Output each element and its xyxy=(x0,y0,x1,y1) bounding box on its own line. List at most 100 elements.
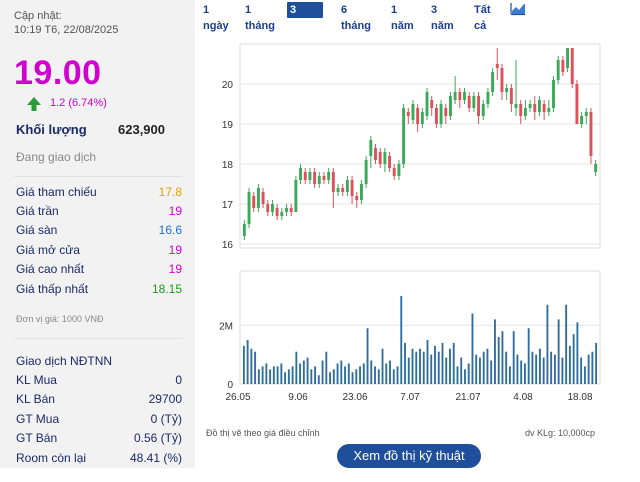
volume-bar xyxy=(464,369,466,384)
volume-bar xyxy=(595,342,598,384)
foreign-room-value: 48.41 (%) xyxy=(129,451,182,465)
candle xyxy=(491,68,495,96)
volume-bar xyxy=(411,348,414,384)
candle xyxy=(369,136,373,168)
candle-body xyxy=(270,204,274,212)
volume-bar xyxy=(546,304,549,384)
candle-body xyxy=(448,96,452,116)
volume-bar xyxy=(523,363,526,384)
candle xyxy=(439,100,443,128)
candle-body xyxy=(420,112,424,124)
volume-label: Khối lượng xyxy=(16,122,87,137)
volume-bar xyxy=(381,348,384,384)
candle xyxy=(519,100,523,124)
candle xyxy=(345,176,349,196)
candle xyxy=(266,200,270,216)
foreign-sell-volume-label: KL Bán xyxy=(16,392,55,406)
tab-3-months[interactable]: 3 tháng xyxy=(287,2,323,32)
volume-bar xyxy=(306,357,309,384)
technical-chart-button[interactable]: Xem đồ thị kỹ thuật xyxy=(337,444,481,468)
open-price-value: 19 xyxy=(168,243,182,257)
volume-bar xyxy=(482,351,485,384)
candle-body xyxy=(570,48,574,84)
candle-body xyxy=(561,60,565,72)
volume-bar xyxy=(254,351,257,384)
candle-body xyxy=(313,172,317,184)
chart-grid xyxy=(239,43,601,385)
candle xyxy=(270,200,274,216)
tab-all[interactable]: Tất cả xyxy=(474,4,491,32)
candle xyxy=(594,160,598,176)
volume-bar xyxy=(385,363,388,384)
volume-bar xyxy=(486,348,489,384)
candle xyxy=(374,144,377,164)
volume-bar xyxy=(542,357,545,384)
volume-bar xyxy=(366,328,369,384)
x-tick-label: 9.06 xyxy=(288,392,308,403)
volume-bar xyxy=(535,354,538,384)
candle xyxy=(505,84,509,100)
foreign-trading-title-text: Giao dịch NĐTNN xyxy=(16,354,113,368)
update-time: 10:19 T6, 22/08/2025 xyxy=(14,24,119,36)
candle-body xyxy=(266,204,270,212)
candle-body xyxy=(566,48,570,68)
candle-body xyxy=(331,172,335,192)
candle-body xyxy=(252,196,256,208)
candle xyxy=(444,104,448,124)
candle-body xyxy=(299,168,303,180)
candle xyxy=(458,88,462,108)
candle-body xyxy=(406,112,410,116)
tab-1-month[interactable]: 1 tháng xyxy=(245,4,275,32)
volume-bar xyxy=(419,348,421,384)
candle xyxy=(416,104,420,132)
volume-bar xyxy=(389,360,391,384)
tab-3-years[interactable]: 3 năm xyxy=(431,4,454,32)
tab-1-year[interactable]: 1 năm xyxy=(391,4,414,32)
candle-body xyxy=(359,184,363,200)
up-arrow-icon xyxy=(27,97,41,111)
candle-body xyxy=(341,188,345,192)
x-tick-label: 23.06 xyxy=(342,392,367,403)
candle-body xyxy=(430,100,434,108)
area-chart-icon[interactable] xyxy=(510,2,526,16)
divider xyxy=(14,176,182,177)
candle-body xyxy=(589,112,593,156)
candle-body xyxy=(594,164,598,172)
volume-bar xyxy=(287,369,290,384)
candle xyxy=(523,100,527,120)
candle-body xyxy=(322,176,326,180)
volume-bar xyxy=(509,366,511,384)
candle xyxy=(552,76,555,112)
volume-bar xyxy=(456,366,459,384)
volume-bar xyxy=(512,331,515,384)
candle xyxy=(406,108,410,124)
candle-body xyxy=(514,104,518,108)
candle xyxy=(570,48,574,88)
volume-bar xyxy=(295,351,298,384)
foreign-trading-title: Giao dịch NĐTNN xyxy=(16,354,186,368)
tab-6-months[interactable]: 6 tháng xyxy=(341,4,371,32)
candle xyxy=(477,92,481,124)
candle-body xyxy=(261,192,265,204)
volume-bar xyxy=(505,351,508,384)
volume-bar xyxy=(449,348,451,384)
volume-bar xyxy=(516,354,519,384)
volume-bar xyxy=(583,366,586,384)
candle-body xyxy=(434,108,438,124)
foreign-sell-volume-value: 29700 xyxy=(148,392,182,406)
tab-1-day[interactable]: 1 ngày xyxy=(203,4,229,32)
candle-body xyxy=(458,92,462,100)
candle-body xyxy=(537,100,541,112)
candle-body xyxy=(308,172,312,180)
candle xyxy=(486,88,490,108)
candle-body xyxy=(519,104,523,116)
volume-bar xyxy=(572,334,575,384)
x-tick-label: 4.08 xyxy=(513,392,533,403)
foreign-buy-value-label: GT Mua xyxy=(16,412,60,426)
volume-bar xyxy=(568,345,571,384)
divider xyxy=(14,338,182,339)
candle-body xyxy=(383,152,387,164)
candle-body xyxy=(425,92,429,116)
candle xyxy=(285,204,288,216)
candle xyxy=(430,96,434,116)
